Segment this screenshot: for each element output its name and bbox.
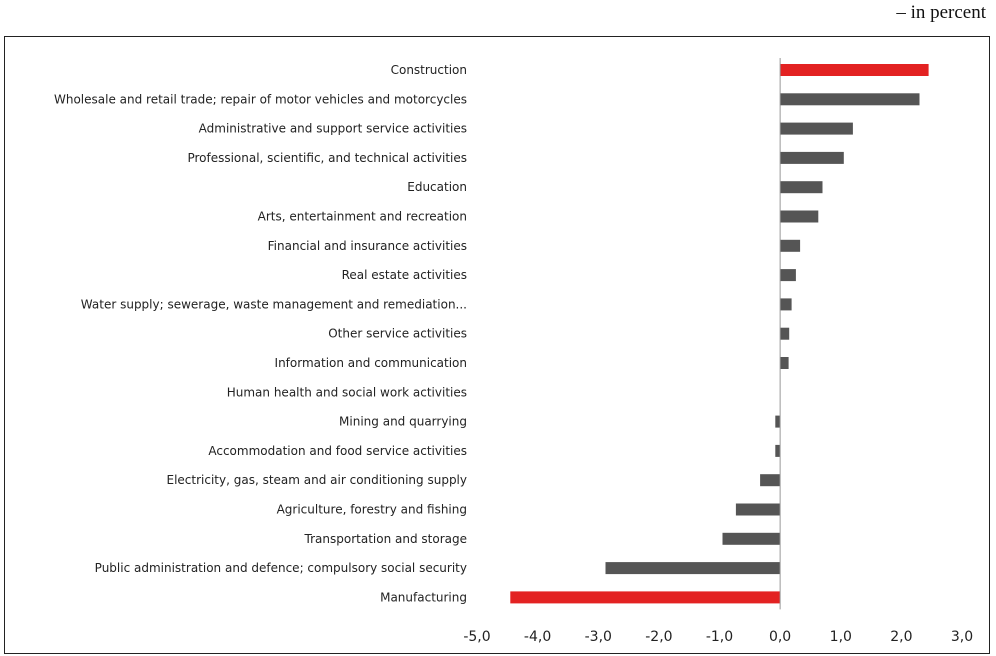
category-label: Human health and social work activities (227, 385, 467, 399)
bar (780, 239, 801, 252)
category-label: Other service activities (328, 327, 467, 341)
bar (760, 474, 781, 487)
unit-note: – in percent (896, 2, 986, 23)
category-label: Transportation and storage (304, 532, 467, 546)
bar (510, 591, 781, 604)
category-label: Financial and insurance activities (268, 239, 467, 253)
bar (780, 181, 823, 194)
bar (735, 503, 781, 516)
chart-frame: Construction Wholesale and retail trade; … (4, 36, 990, 654)
category-label: Professional, scientific, and technical … (187, 151, 467, 165)
category-label: Construction (391, 63, 467, 77)
category-label: Accommodation and food service activitie… (208, 444, 467, 458)
bar (780, 151, 844, 164)
category-label: Electricity, gas, steam and air conditio… (167, 473, 468, 487)
category-label: Information and communication (275, 356, 467, 370)
x-tick-label: 1,0 (830, 629, 852, 645)
x-tick-label: -3,0 (585, 629, 612, 645)
bar (780, 64, 929, 76)
category-label: Water supply; sewerage, waste management… (81, 297, 467, 311)
x-tick-label: -4,0 (524, 629, 551, 645)
x-tick-label: -5,0 (463, 629, 490, 645)
x-tick-label: 2,0 (890, 629, 912, 645)
x-tick-label: 0,0 (769, 629, 791, 645)
bar (780, 93, 920, 106)
bar-chart: Construction Wholesale and retail trade; … (54, 58, 973, 645)
bar (780, 122, 853, 135)
category-label: Manufacturing (380, 590, 467, 604)
category-label: Mining and quarrying (339, 415, 467, 429)
bar (775, 415, 781, 428)
bar (780, 357, 789, 369)
x-tick-label: 3,0 (951, 629, 973, 645)
category-label: Administrative and support service activ… (199, 122, 467, 136)
bar (775, 444, 781, 457)
category-label: Real estate activities (342, 268, 467, 282)
category-label: Education (407, 180, 467, 194)
category-label: Agriculture, forestry and fishing (277, 503, 467, 517)
x-tick-label: -1,0 (706, 629, 733, 645)
x-tick-label: -2,0 (645, 629, 672, 645)
bar (780, 327, 790, 340)
bar (605, 562, 781, 575)
bar (780, 298, 792, 311)
bar (780, 210, 819, 223)
category-label: Wholesale and retail trade; repair of mo… (54, 92, 467, 106)
bar (722, 532, 781, 545)
bar (780, 269, 796, 282)
category-label: Arts, entertainment and recreation (258, 210, 467, 224)
category-label: Public administration and defence; compu… (95, 561, 467, 575)
